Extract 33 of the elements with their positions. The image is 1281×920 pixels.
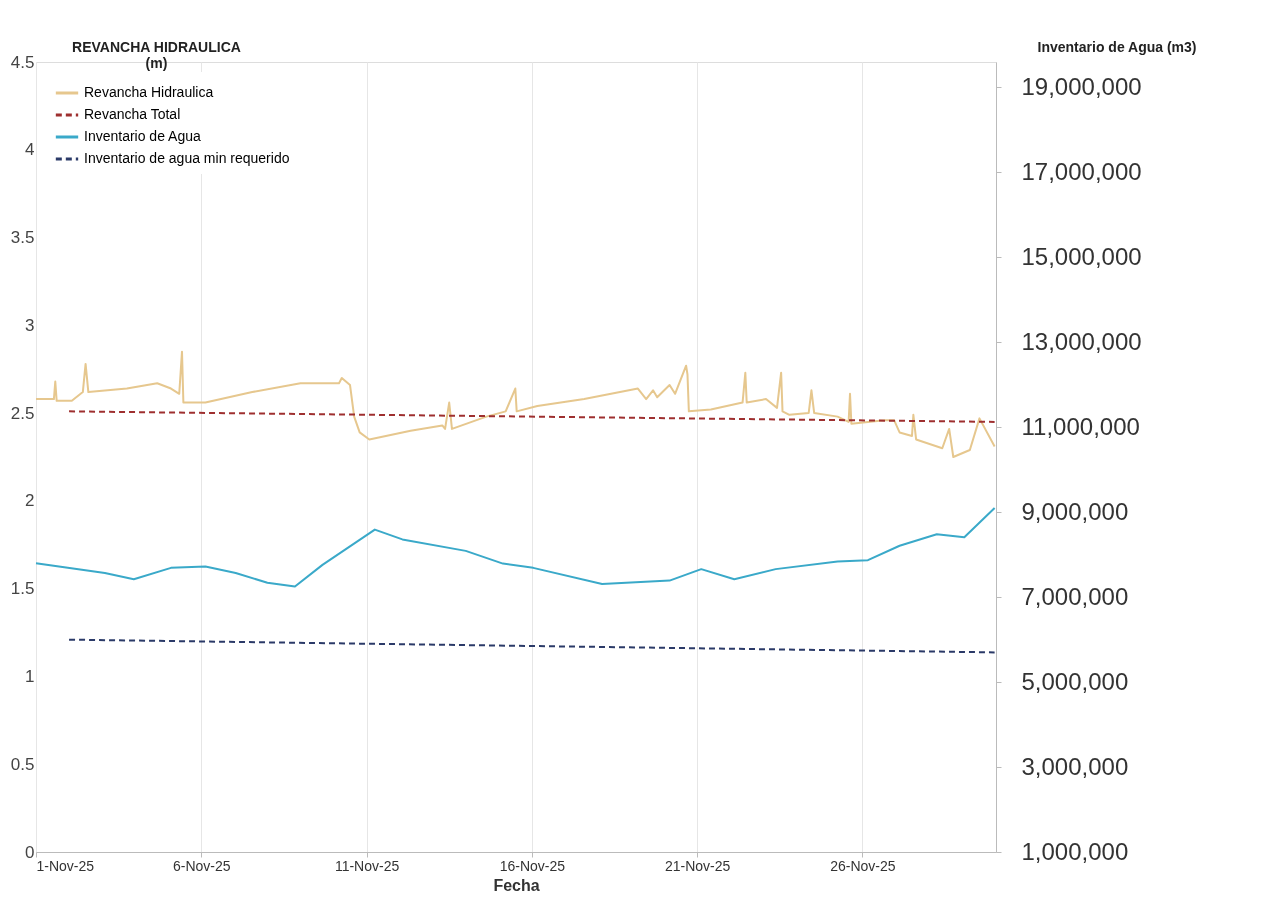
y-tick-label: 1.5 xyxy=(10,579,35,599)
legend-label: Inventario de Agua xyxy=(84,128,201,144)
x-tick-label: 26-Nov-25 xyxy=(830,857,896,874)
y2-tick-label: 5,000,000 xyxy=(1021,667,1129,695)
y2-tick-label: 7,000,000 xyxy=(1021,582,1129,610)
y-tick-label: 0.5 xyxy=(10,754,35,774)
y2-tick-label: 19,000,000 xyxy=(1021,72,1142,100)
y-tick-label: 4 xyxy=(25,140,35,160)
x-tick-label: 16-Nov-25 xyxy=(499,857,566,874)
x-tick-label: 11-Nov-25 xyxy=(334,857,400,874)
y-tick-label: 3.5 xyxy=(10,228,35,248)
legend-label: Revancha Hidraulica xyxy=(84,84,214,100)
legend-label: Inventario de agua min requerido xyxy=(84,150,290,166)
y2-tick-label: 9,000,000 xyxy=(1021,497,1129,525)
y-tick-label: 3 xyxy=(25,315,35,335)
y2-tick-label: 15,000,000 xyxy=(1021,242,1142,270)
y-tick-label: 2.5 xyxy=(10,403,35,423)
y-tick-label: 1 xyxy=(25,666,35,686)
y-tick-label: 4.5 xyxy=(10,52,35,72)
x-axis-title: Fecha xyxy=(493,876,540,894)
legend-label: Revancha Total xyxy=(84,106,181,122)
y-tick-label: 2 xyxy=(25,491,35,511)
y2-tick-label: 13,000,000 xyxy=(1021,327,1142,355)
x-tick-label: 6-Nov-25 xyxy=(172,857,231,874)
y2-tick-label: 3,000,000 xyxy=(1021,752,1129,780)
y2-axis-title: Inventario de Agua (m3) xyxy=(1037,38,1197,55)
y2-tick-label: 17,000,000 xyxy=(1021,157,1142,185)
y2-tick-label: 1,000,000 xyxy=(1021,837,1129,865)
y-tick-label: 0 xyxy=(25,842,35,862)
y2-tick-label: 11,000,000 xyxy=(1021,412,1140,440)
x-tick-label: 1-Nov-25 xyxy=(36,857,95,874)
x-tick-label: 21-Nov-25 xyxy=(664,857,731,874)
y-axis-title: REVANCHA HIDRAULICA (m) xyxy=(72,38,241,71)
